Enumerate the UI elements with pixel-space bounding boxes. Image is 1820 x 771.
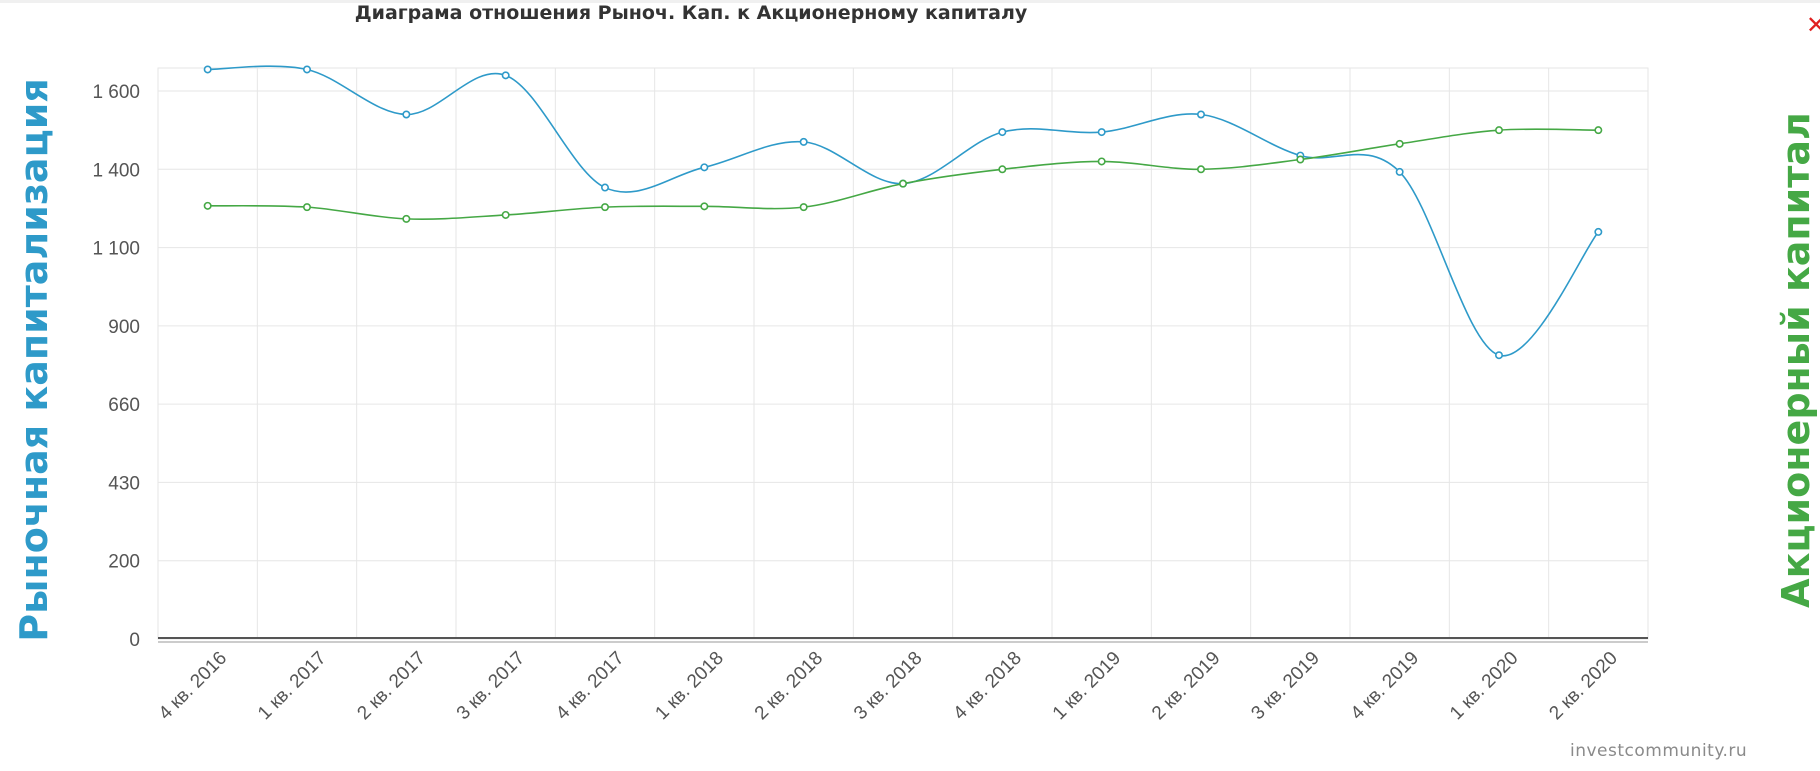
close-icon[interactable]: ✕ <box>1806 12 1820 39</box>
equity-point <box>799 203 808 212</box>
y-tick-label: 200 <box>108 552 140 573</box>
x-tick-label: 2 кв. 2020 <box>1545 648 1621 724</box>
market-cap-point <box>700 163 709 172</box>
equity-point <box>700 202 709 211</box>
equity-point <box>203 201 212 210</box>
equity-point <box>501 210 510 219</box>
axes: 0 200 430 660 900 1 100 1 400 1 600 4 кв. 2016 1 … <box>92 82 1648 724</box>
top-divider <box>0 0 1820 3</box>
equity-point <box>1594 126 1603 135</box>
x-tick-label: 4 кв. 2018 <box>949 648 1025 724</box>
x-tick-label: 1 кв. 2020 <box>1446 648 1522 724</box>
x-tick-label: 2 кв. 2017 <box>353 648 429 724</box>
x-tick-label: 3 кв. 2017 <box>453 648 529 724</box>
market-cap-point <box>600 183 609 192</box>
equity-point <box>1395 139 1404 148</box>
x-tick-label: 1 кв. 2017 <box>254 648 330 724</box>
equity-point <box>998 165 1007 174</box>
equity-point <box>302 203 311 212</box>
x-tick-label: 1 кв. 2018 <box>651 648 727 724</box>
y-tick-label: 0 <box>129 630 140 651</box>
market-cap-point <box>799 137 808 146</box>
equity-point <box>402 214 411 223</box>
market-cap-point <box>1395 167 1404 176</box>
y-tick-label: 1 400 <box>92 160 140 181</box>
y-tick-label: 900 <box>108 317 140 338</box>
equity-point <box>1296 155 1305 164</box>
equity-line <box>207 128 1599 220</box>
x-tick-label: 3 кв. 2019 <box>1247 648 1323 724</box>
x-tick-label: 4 кв. 2017 <box>552 648 628 724</box>
market-cap-point <box>1495 351 1504 360</box>
equity-point <box>898 179 907 188</box>
market-cap-line <box>207 65 1599 357</box>
market-cap-point <box>1594 227 1603 236</box>
market-cap-point <box>998 128 1007 137</box>
market-cap-point <box>1097 128 1106 137</box>
x-tick-label: 2 кв. 2019 <box>1148 648 1224 724</box>
x-tick-label: 3 кв. 2018 <box>850 648 926 724</box>
market-cap-point <box>402 110 411 119</box>
plot-frame <box>157 67 1649 640</box>
y-tick-label: 1 100 <box>92 239 140 260</box>
market-cap-point <box>203 65 212 74</box>
y-tick-label: 1 600 <box>92 82 140 103</box>
equity-point <box>1097 157 1106 166</box>
x-tick-label: 4 кв. 2016 <box>155 648 231 724</box>
y-tick-label: 430 <box>108 473 140 494</box>
x-tick-label: 2 кв. 2018 <box>751 648 827 724</box>
series <box>203 65 1603 360</box>
equity-point <box>1197 165 1206 174</box>
chart-title: Диаграма отношения Рыноч. Кап. к Акционе… <box>354 2 1028 24</box>
market-cap-point <box>1197 110 1206 119</box>
equity-point <box>600 203 609 212</box>
equity-point <box>1495 126 1504 135</box>
grid <box>157 67 1649 640</box>
market-cap-point <box>501 71 510 80</box>
x-tick-label: 1 кв. 2019 <box>1049 648 1125 724</box>
x-tick-label: 4 кв. 2019 <box>1347 648 1423 724</box>
market-cap-point <box>302 65 311 74</box>
watermark: investcommunity.ru <box>1570 741 1748 761</box>
y-tick-label: 660 <box>108 395 140 416</box>
